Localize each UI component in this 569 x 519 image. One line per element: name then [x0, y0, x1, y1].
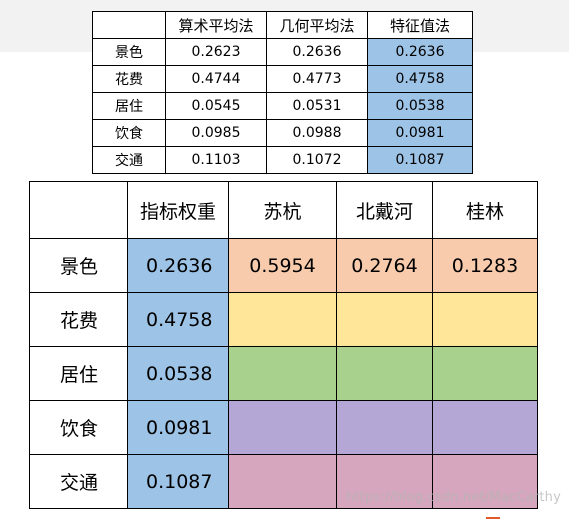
- table-row: 交通 0.1087: [29, 454, 538, 509]
- table-row: 花费 0.4758: [29, 292, 538, 347]
- table-cell: 0.1072: [266, 146, 368, 174]
- city-score-cell: [432, 454, 538, 509]
- table-cell: 0.0988: [266, 119, 368, 147]
- header-indicator-weight: 指标权重: [127, 181, 229, 239]
- table-header-row: 算术平均法 几何平均法 特征值法: [92, 11, 473, 39]
- city-score-cell: [432, 346, 538, 401]
- table-cell: 0.0545: [165, 92, 267, 120]
- table-row: 居住 0.0545 0.0531 0.0538: [92, 92, 473, 120]
- header-corner-cell: [29, 181, 128, 239]
- city-score-cell: [336, 346, 433, 401]
- table-cell: 0.2623: [165, 38, 267, 66]
- header-arithmetic-mean: 算术平均法: [165, 11, 267, 39]
- header-beidaihe: 北戴河: [336, 181, 433, 239]
- weight-cell: 0.1087: [127, 454, 229, 509]
- row-label: 景色: [92, 38, 166, 66]
- table-cell: 0.0531: [266, 92, 368, 120]
- weight-cell: 0.0981: [127, 400, 229, 455]
- table-row: 饮食 0.0981: [29, 400, 538, 455]
- city-score-cell: [432, 400, 538, 455]
- row-label: 交通: [92, 146, 166, 174]
- city-score-cell: [336, 400, 433, 455]
- row-label: 饮食: [29, 400, 128, 455]
- table-row: 景色 0.2623 0.2636 0.2636: [92, 38, 473, 66]
- city-score-cell: [228, 292, 337, 347]
- header-suhang: 苏杭: [228, 181, 337, 239]
- city-score-cell: [336, 292, 433, 347]
- table-row: 饮食 0.0985 0.0988 0.0981: [92, 119, 473, 147]
- row-label: 饮食: [92, 119, 166, 147]
- row-label: 花费: [29, 292, 128, 347]
- table-cell-highlighted: 0.4758: [367, 65, 473, 93]
- row-label: 居住: [29, 346, 128, 401]
- watermark-text: https://blog.csdn.net/MacCarthy: [345, 490, 561, 505]
- table-cell: 0.0985: [165, 119, 267, 147]
- table-cell: 0.4773: [266, 65, 368, 93]
- table-row: 花费 0.4744 0.4773 0.4758: [92, 65, 473, 93]
- table-cell: 0.2636: [266, 38, 368, 66]
- row-label: 景色: [29, 238, 128, 293]
- city-score-cell: 0.2764: [336, 238, 433, 293]
- row-label: 交通: [29, 454, 128, 509]
- table-cell: 0.4744: [165, 65, 267, 93]
- city-score-cell: 0.5954: [228, 238, 337, 293]
- header-eigenvalue-method: 特征值法: [367, 11, 473, 39]
- table-row: 交通 0.1103 0.1072 0.1087: [92, 146, 473, 174]
- weight-cell: 0.2636: [127, 238, 229, 293]
- table-row: 景色 0.2636 0.5954 0.2764 0.1283: [29, 238, 538, 293]
- city-score-cell: [228, 400, 337, 455]
- weight-comparison-table: 算术平均法 几何平均法 特征值法 景色 0.2623 0.2636 0.2636…: [92, 11, 473, 174]
- city-score-cell: [228, 346, 337, 401]
- header-guilin: 桂林: [432, 181, 538, 239]
- city-score-cell: [228, 454, 337, 509]
- table-row: 居住 0.0538: [29, 346, 538, 401]
- header-geometric-mean: 几何平均法: [266, 11, 368, 39]
- city-evaluation-table: 指标权重 苏杭 北戴河 桂林 景色 0.2636 0.5954 0.2764 0…: [29, 181, 538, 509]
- table-cell-highlighted: 0.1087: [367, 146, 473, 174]
- row-label: 居住: [92, 92, 166, 120]
- city-score-cell: [432, 292, 538, 347]
- table-cell: 0.1103: [165, 146, 267, 174]
- table-cell-highlighted: 0.0538: [367, 92, 473, 120]
- city-score-cell: 0.1283: [432, 238, 538, 293]
- header-corner-cell: [92, 11, 166, 39]
- weight-cell: 0.4758: [127, 292, 229, 347]
- weight-cell: 0.0538: [127, 346, 229, 401]
- table-header-row: 指标权重 苏杭 北戴河 桂林: [29, 181, 538, 239]
- table-cell-highlighted: 0.2636: [367, 38, 473, 66]
- table-cell-highlighted: 0.0981: [367, 119, 473, 147]
- row-label: 花费: [92, 65, 166, 93]
- decorative-mark: [486, 517, 500, 519]
